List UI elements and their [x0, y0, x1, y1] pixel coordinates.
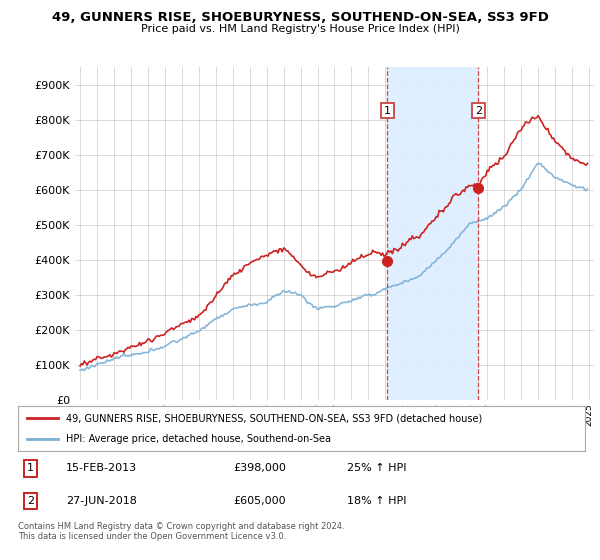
- Text: 2: 2: [27, 496, 34, 506]
- Text: 25% ↑ HPI: 25% ↑ HPI: [347, 464, 406, 473]
- Text: 49, GUNNERS RISE, SHOEBURYNESS, SOUTHEND-ON-SEA, SS3 9FD: 49, GUNNERS RISE, SHOEBURYNESS, SOUTHEND…: [52, 11, 548, 24]
- Text: 27-JUN-2018: 27-JUN-2018: [66, 496, 137, 506]
- Text: 49, GUNNERS RISE, SHOEBURYNESS, SOUTHEND-ON-SEA, SS3 9FD (detached house): 49, GUNNERS RISE, SHOEBURYNESS, SOUTHEND…: [66, 413, 482, 423]
- Text: Price paid vs. HM Land Registry's House Price Index (HPI): Price paid vs. HM Land Registry's House …: [140, 24, 460, 34]
- Text: 1: 1: [384, 105, 391, 115]
- Bar: [388, 67, 478, 400]
- Text: 15-FEB-2013: 15-FEB-2013: [66, 464, 137, 473]
- Text: Contains HM Land Registry data © Crown copyright and database right 2024.
This d: Contains HM Land Registry data © Crown c…: [18, 522, 344, 542]
- Text: 1: 1: [27, 464, 34, 473]
- Text: 2: 2: [475, 105, 482, 115]
- Text: 18% ↑ HPI: 18% ↑ HPI: [347, 496, 406, 506]
- Text: £605,000: £605,000: [233, 496, 286, 506]
- Text: HPI: Average price, detached house, Southend-on-Sea: HPI: Average price, detached house, Sout…: [66, 433, 331, 444]
- Text: £398,000: £398,000: [233, 464, 286, 473]
